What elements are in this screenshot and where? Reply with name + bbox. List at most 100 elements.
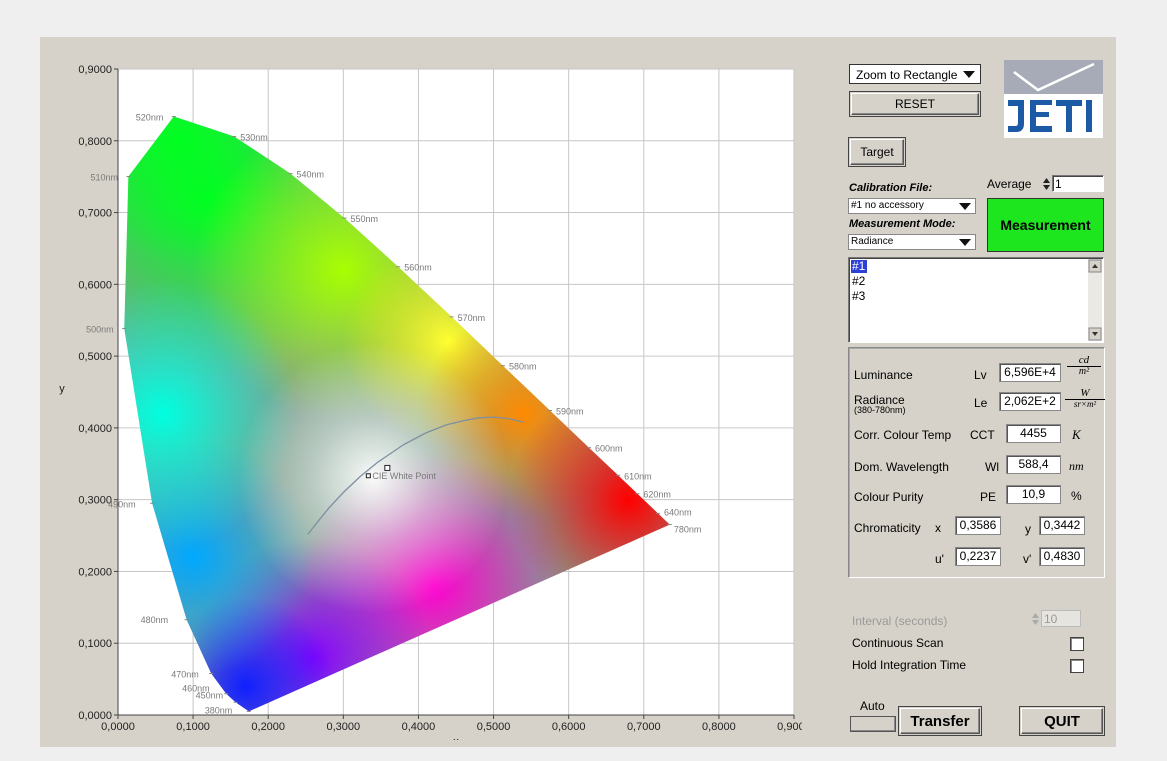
radiance-value: 2,062E+2: [999, 392, 1061, 411]
gamut-color-blob: [124, 278, 299, 549]
x-tick-label: 0,7000: [627, 721, 661, 733]
colour-purity-label: Colour Purity: [854, 490, 924, 504]
measurement-button-label: Measurement: [1000, 217, 1091, 233]
x-tick-label: 0,4000: [402, 721, 436, 733]
dominant-wavelength-unit: nm: [1069, 459, 1084, 473]
zoom-select[interactable]: Zoom to Rectangle: [849, 64, 981, 84]
list-item[interactable]: #3: [852, 289, 866, 303]
list-item[interactable]: #2: [852, 274, 866, 288]
chromaticity-v-symbol: v': [1023, 552, 1032, 566]
y-tick-label: 0,8000: [78, 136, 112, 148]
x-tick-label: 0,1000: [176, 721, 210, 733]
reset-button-label: RESET: [851, 93, 979, 115]
radiance-label: Radiance: [854, 393, 905, 407]
interval-stepper[interactable]: [1031, 611, 1040, 627]
y-axis-label: y: [59, 383, 65, 395]
white-point-label: CIE White Point: [372, 471, 436, 481]
y-tick-label: 0,6000: [78, 279, 112, 291]
list-selection-highlight: [851, 260, 867, 273]
y-tick-label: 0,1000: [78, 638, 112, 650]
luminance-value: 6,596E+4: [999, 363, 1061, 382]
chevron-down-icon: [959, 239, 971, 246]
dominant-wavelength-symbol: Wl: [985, 460, 999, 474]
wavelength-label: 560nm: [404, 263, 432, 273]
x-tick-label: 0,3000: [327, 721, 361, 733]
radiance-symbol: Le: [974, 396, 988, 410]
transfer-button[interactable]: Transfer: [898, 706, 982, 736]
gamut-color-blob: [508, 379, 670, 620]
wavelength-label: 620nm: [643, 490, 671, 500]
average-input[interactable]: 1: [1052, 175, 1104, 192]
y-tick-label: 0,3000: [78, 495, 112, 507]
y-tick-label: 0,4000: [78, 423, 112, 435]
quit-button-label: QUIT: [1021, 708, 1103, 734]
radiance-unit: W sr×m²: [1065, 388, 1105, 409]
scrollbar-arrows-icon: [1088, 259, 1102, 341]
y-tick-label: 0,9000: [78, 64, 112, 76]
chevron-down-icon: [959, 203, 971, 210]
list-scrollbar[interactable]: [1088, 259, 1102, 341]
colour-purity-symbol: PE: [980, 490, 997, 504]
colour-purity-unit: %: [1071, 489, 1082, 503]
target-button[interactable]: Target: [848, 137, 906, 167]
grid: [117, 68, 795, 716]
stepper-arrows-icon: [1032, 613, 1039, 625]
y-tick-label: 0,5000: [78, 351, 112, 363]
chromaticity-label: Chromaticity: [854, 521, 921, 535]
auto-toggle-button[interactable]: [850, 716, 896, 732]
target-button-label: Target: [850, 139, 904, 165]
x-tick-label: 0,6000: [552, 721, 586, 733]
measured-point-marker: [384, 464, 391, 471]
wavelength-label: 610nm: [624, 471, 652, 481]
wavelength-label: 520nm: [136, 113, 164, 123]
chromaticity-y-symbol: y: [1025, 522, 1031, 536]
list-item[interactable]: #1: [852, 259, 866, 273]
zoom-select-value: Zoom to Rectangle: [856, 68, 958, 82]
x-axis-label: x: [453, 736, 459, 740]
wavelength-label: 450nm: [196, 690, 224, 700]
cct-value: 4455: [1006, 424, 1061, 443]
calibration-select-value: #1 no accessory: [851, 200, 924, 211]
average-label: Average: [987, 177, 1032, 191]
chromaticity-v-value: 0,4830: [1039, 547, 1085, 566]
interval-input[interactable]: 10: [1041, 610, 1081, 627]
y-tick-label: 0,2000: [78, 566, 112, 578]
measurement-mode-select[interactable]: Radiance: [848, 234, 976, 250]
continuous-scan-checkbox[interactable]: [1070, 637, 1084, 651]
calibration-label: Calibration File:: [849, 182, 933, 194]
wavelength-label: 510nm: [90, 173, 118, 183]
x-tick-label: 0,8000: [702, 721, 736, 733]
wavelength-label: 580nm: [509, 362, 537, 372]
transfer-button-label: Transfer: [900, 708, 980, 734]
quit-button[interactable]: QUIT: [1019, 706, 1105, 736]
luminance-unit-den: m²: [1078, 366, 1090, 377]
chevron-down-icon: [963, 71, 975, 78]
cct-unit: K: [1072, 427, 1081, 442]
interval-label: Interval (seconds): [852, 614, 948, 628]
measurement-mode-label: Measurement Mode:: [849, 218, 956, 230]
axis-ticks: 0,0000 0,1000 0,2000 0,3000 0,4000 0,5000 0,60…: [78, 64, 802, 733]
x-tick-label: 0,5000: [477, 721, 511, 733]
cie-chart-panel: 0,0000 0,1000 0,2000 0,3000 0,4000 0,5000 0,60…: [44, 40, 802, 740]
cie-chromaticity-chart[interactable]: 0,0000 0,1000 0,2000 0,3000 0,4000 0,5000 0,60…: [44, 40, 802, 740]
chromaticity-x-symbol: x: [935, 521, 941, 535]
wavelength-label: 380nm: [205, 705, 233, 715]
wavelength-label: 570nm: [458, 313, 486, 323]
calibration-select[interactable]: #1 no accessory: [848, 198, 976, 214]
hold-integration-checkbox[interactable]: [1070, 659, 1084, 673]
reset-button[interactable]: RESET: [849, 91, 981, 117]
x-tick-label: 0,0000: [101, 721, 135, 733]
dominant-wavelength-label: Dom. Wavelength: [854, 460, 949, 474]
wavelength-label: 600nm: [595, 444, 623, 454]
wavelength-label: 500nm: [86, 325, 114, 335]
radiance-unit-num: W: [1065, 388, 1105, 400]
measurement-button[interactable]: Measurement: [987, 198, 1104, 252]
average-stepper[interactable]: [1042, 176, 1051, 192]
radiance-unit-den: sr×m²: [1073, 399, 1097, 409]
luminance-unit: cd m²: [1067, 355, 1101, 377]
y-tick-label: 0,7000: [78, 208, 112, 220]
chromaticity-u-value: 0,2237: [955, 547, 1001, 566]
x-tick-label: 0,9000: [777, 721, 802, 733]
jeti-logo-graphic: [1004, 60, 1103, 138]
measurement-list[interactable]: #1 #2 #3: [848, 257, 1104, 343]
